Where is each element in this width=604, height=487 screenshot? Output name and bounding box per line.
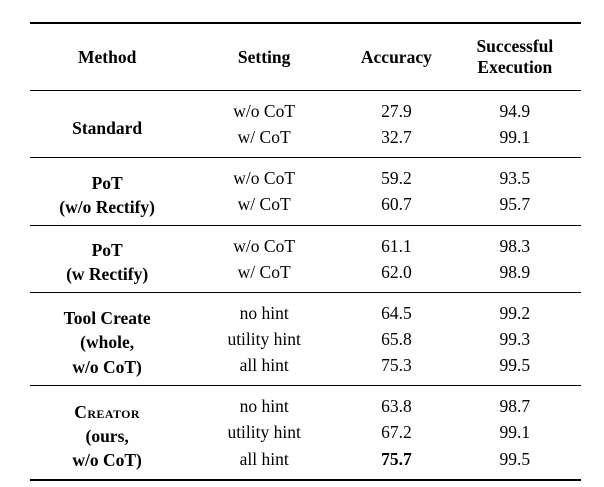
execution-cell: 99.2 [448, 291, 581, 326]
table-row: Standard w/o CoT 27.9 94.9 [30, 89, 581, 158]
method-line: (whole, [80, 332, 135, 353]
table-row: PoT (w Rectify) w/o CoT 61.1 98.3 [30, 224, 581, 293]
method-line: w/o CoT) [72, 450, 142, 471]
accuracy-cell: 32.7 [381, 127, 412, 148]
accuracy-cell: 27.9 [344, 90, 449, 125]
setting-cell: utility hint [227, 328, 301, 349]
accuracy-cell: 62.0 [381, 261, 412, 282]
setting-cell: all hint [239, 448, 289, 469]
table-row: Tool Create (whole, w/o CoT) no hint 64.… [30, 291, 581, 386]
execution-cell: 99.5 [499, 448, 531, 469]
setting-cell: w/o CoT [184, 224, 345, 259]
table-row: w/ CoT 62.0 98.9 [30, 259, 581, 293]
header-row: Method Setting Accuracy Successful Execu… [30, 23, 581, 91]
method-line: (ours, [85, 425, 129, 446]
execution-cell: 99.3 [499, 328, 531, 349]
setting-cell: w/ CoT [237, 127, 291, 148]
table-row: w/ CoT 60.7 95.7 [30, 191, 581, 225]
method-cell: Creator (ours, w/o CoT) [30, 385, 185, 480]
setting-cell: utility hint [227, 422, 301, 443]
col-header-method: Method [30, 23, 185, 91]
setting-cell: all hint [239, 355, 289, 376]
table-row: all hint 75.3 99.5 [30, 352, 581, 386]
execution-cell: 98.9 [499, 261, 531, 282]
method-line: PoT [91, 172, 123, 193]
execution-cell: 98.7 [448, 385, 581, 420]
execution-cell: 99.1 [499, 127, 531, 148]
results-table: Method Setting Accuracy Successful Execu… [30, 22, 581, 481]
method-cell: PoT (w/o Rectify) [30, 157, 185, 226]
setting-cell: w/ CoT [237, 194, 291, 215]
method-line: Creator [74, 401, 140, 422]
table-row: w/ CoT 32.7 99.1 [30, 124, 581, 158]
group-creator: Creator (ours, w/o CoT) no hint 63.8 98.… [30, 385, 581, 480]
setting-cell: no hint [184, 291, 345, 326]
col-header-setting: Setting [184, 23, 345, 91]
group-pot-w-rectify: PoT (w Rectify) w/o CoT 61.1 98.3 w/ CoT… [30, 224, 581, 293]
method-cell: Tool Create (whole, w/o CoT) [30, 291, 185, 386]
accuracy-cell: 65.8 [381, 328, 412, 349]
method-cell: Standard [30, 89, 185, 158]
method-line: PoT [91, 240, 123, 261]
group-pot-wo-rectify: PoT (w/o Rectify) w/o CoT 59.2 93.5 w/ C… [30, 157, 581, 226]
accuracy-cell: 64.5 [344, 291, 449, 326]
setting-cell: no hint [184, 385, 345, 420]
execution-cell: 99.1 [499, 422, 531, 443]
execution-cell: 93.5 [448, 157, 581, 192]
setting-cell: w/o CoT [184, 90, 345, 125]
execution-cell: 99.5 [499, 355, 531, 376]
group-tool-create: Tool Create (whole, w/o CoT) no hint 64.… [30, 291, 581, 386]
col-header-accuracy: Accuracy [344, 23, 449, 91]
table-row: all hint 75.7 99.5 [30, 446, 581, 480]
table-row: utility hint 67.2 99.1 [30, 419, 581, 445]
table-row: Creator (ours, w/o CoT) no hint 63.8 98.… [30, 385, 581, 480]
table-header: Method Setting Accuracy Successful Execu… [30, 23, 581, 91]
group-standard: Standard w/o CoT 27.9 94.9 w/ CoT 32.7 9… [30, 89, 581, 158]
table-row: utility hint 65.8 99.3 [30, 326, 581, 352]
accuracy-cell: 63.8 [344, 385, 449, 420]
execution-cell: 98.3 [448, 224, 581, 259]
accuracy-cell: 60.7 [381, 194, 412, 215]
execution-cell: 95.7 [499, 194, 531, 215]
method-line: (w/o Rectify) [59, 196, 155, 217]
method-line: Standard [72, 117, 143, 138]
col-header-successful-execution: Successful Execution [448, 23, 581, 91]
table-row: PoT (w/o Rectify) w/o CoT 59.2 93.5 [30, 157, 581, 226]
method-line: Tool Create [63, 308, 151, 329]
method-cell: PoT (w Rectify) [30, 224, 185, 293]
accuracy-cell: 61.1 [344, 224, 449, 259]
method-line: w/o CoT) [72, 356, 142, 377]
setting-cell: w/o CoT [184, 157, 345, 192]
accuracy-cell-best: 75.7 [381, 448, 412, 469]
accuracy-cell: 59.2 [344, 157, 449, 192]
setting-cell: w/ CoT [237, 261, 291, 282]
method-line: (w Rectify) [66, 264, 149, 285]
accuracy-cell: 75.3 [381, 355, 412, 376]
accuracy-cell: 67.2 [381, 422, 412, 443]
execution-cell: 94.9 [448, 90, 581, 125]
